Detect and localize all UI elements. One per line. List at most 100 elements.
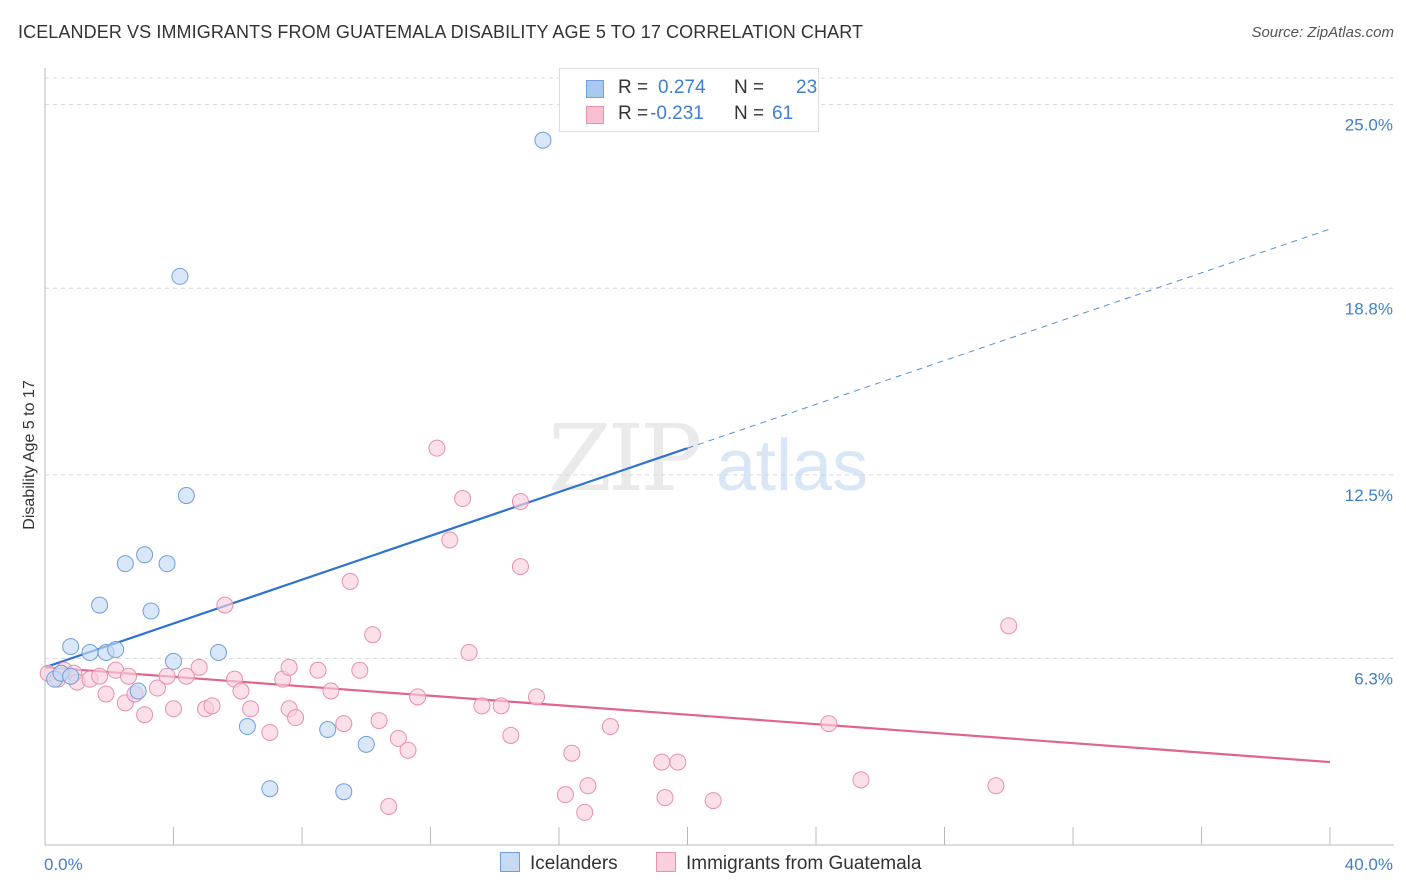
guatemala-point — [669, 753, 687, 771]
watermark-zip: ZIP — [548, 405, 699, 512]
guatemala-point — [287, 709, 305, 727]
legend-swatch-guatemala — [586, 106, 604, 124]
icelander-point — [238, 718, 256, 736]
guatemala-point — [511, 558, 529, 576]
watermark: ZIP atlas — [548, 405, 868, 512]
guatemala-point — [492, 697, 510, 715]
guatemala-point — [158, 667, 176, 685]
bottom-legend-label-guatemala: Immigrants from Guatemala — [686, 853, 922, 874]
guatemala-point — [511, 492, 529, 510]
guatemala-point — [409, 688, 427, 706]
legend-n-value-icelanders: 23 — [796, 77, 818, 98]
data-points — [39, 131, 1018, 821]
trend-line-guatemala — [44, 666, 1331, 764]
guatemala-point — [322, 682, 340, 700]
guatemala-point — [232, 682, 250, 700]
guatemala-point — [656, 789, 674, 807]
legend-r-label: R = — [618, 77, 649, 98]
guatemala-point — [987, 777, 1005, 795]
trend-line-extension — [687, 228, 1331, 449]
icelander-point — [107, 641, 125, 659]
guatemala-point — [556, 786, 574, 804]
guatemala-point — [563, 744, 581, 762]
bottom-legend-swatch-guatemala — [656, 852, 676, 872]
guatemala-point — [91, 667, 109, 685]
guatemala-point — [528, 688, 546, 706]
guatemala-point — [351, 661, 369, 679]
correlation-legend: R = 0.274 N = 23 R = -0.231 N = 61 — [559, 68, 819, 132]
gridlines — [45, 77, 1394, 659]
trend-line-icelanders — [44, 447, 688, 669]
guatemala-point — [579, 777, 597, 795]
guatemala-point — [441, 531, 459, 549]
guatemala-point — [389, 729, 407, 747]
legend-swatch-icelanders — [586, 80, 604, 98]
icelander-point — [534, 131, 552, 149]
guatemala-point — [399, 741, 417, 759]
guatemala-point — [341, 572, 359, 590]
bottom-legend-swatch-icelanders — [500, 852, 520, 872]
guatemala-point — [364, 626, 382, 644]
icelander-point — [357, 735, 375, 753]
guatemala-point — [852, 771, 870, 789]
y-tick-label: 6.3% — [1354, 669, 1393, 688]
legend-n-label: N = — [734, 103, 765, 124]
y-axis-label: Disability Age 5 to 17 — [21, 380, 38, 530]
legend-r-value-guatemala: -0.231 — [650, 103, 704, 124]
guatemala-point — [576, 803, 594, 821]
x-tick-label: 0.0% — [44, 855, 83, 874]
guatemala-point — [335, 715, 353, 733]
guatemala-point — [1000, 617, 1018, 635]
icelander-point — [335, 783, 353, 801]
guatemala-point — [280, 658, 298, 676]
y-tick-labels: 6.3% 12.5% 18.8% 25.0% — [1345, 116, 1393, 689]
icelander-point — [209, 644, 227, 662]
guatemala-point — [216, 596, 234, 614]
icelander-point — [165, 652, 182, 670]
legend-n-value-guatemala: 61 — [772, 103, 794, 124]
chart-title: ICELANDER VS IMMIGRANTS FROM GUATEMALA D… — [18, 22, 864, 42]
x-tick-label: 40.0% — [1345, 855, 1393, 874]
y-tick-label: 18.8% — [1345, 299, 1393, 318]
legend-r-label: R = — [618, 103, 649, 124]
legend-r-value-icelanders: 0.274 — [658, 77, 706, 98]
icelander-point — [177, 487, 195, 505]
guatemala-point — [203, 697, 221, 715]
y-tick-label: 25.0% — [1345, 116, 1393, 135]
y-tick-label: 12.5% — [1345, 486, 1393, 505]
guatemala-point — [97, 685, 115, 703]
guatemala-point — [502, 726, 520, 744]
icelander-point — [91, 596, 109, 614]
guatemala-point — [473, 697, 491, 715]
icelander-point — [62, 667, 80, 685]
icelander-point — [142, 602, 160, 620]
icelander-point — [136, 546, 154, 564]
guatemala-point — [820, 715, 838, 733]
guatemala-point — [454, 490, 472, 508]
guatemala-point — [261, 723, 279, 741]
icelander-point — [62, 638, 80, 656]
source-credit: Source: ZipAtlas.com — [1251, 24, 1394, 41]
icelander-point — [158, 555, 176, 573]
guatemala-point — [190, 658, 208, 676]
bottom-legend-guatemala: Immigrants from Guatemala — [656, 852, 921, 875]
guatemala-point — [704, 792, 722, 810]
axes — [44, 68, 1394, 846]
bottom-legend-label-icelanders: Icelanders — [530, 853, 618, 874]
icelander-point — [171, 267, 189, 285]
guatemala-point — [601, 718, 619, 736]
guatemala-point — [428, 439, 446, 457]
icelander-point — [319, 721, 337, 739]
guatemala-point — [148, 679, 166, 697]
guatemala-point — [120, 667, 138, 685]
icelander-point — [129, 682, 147, 700]
guatemala-point — [165, 700, 182, 718]
guatemala-point — [242, 700, 260, 718]
bottom-legend-icelanders: Icelanders — [500, 852, 618, 875]
guatemala-point — [370, 712, 388, 730]
guatemala-point — [309, 661, 327, 679]
legend-n-label: N = — [734, 77, 765, 98]
x-tick-labels: 0.0% 40.0% — [44, 855, 1393, 874]
guatemala-point — [136, 706, 154, 724]
